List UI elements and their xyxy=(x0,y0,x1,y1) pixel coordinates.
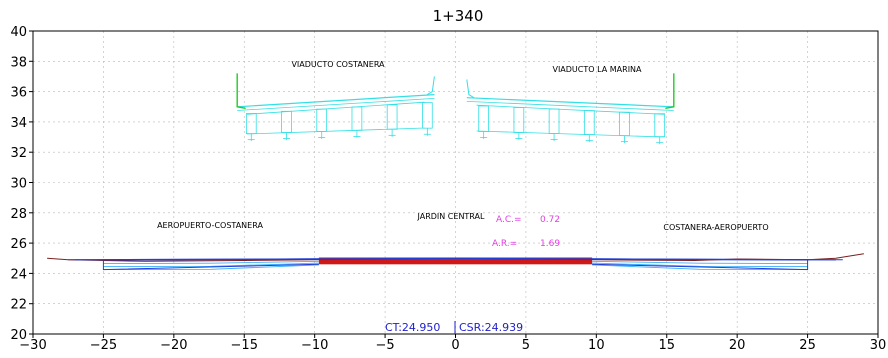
ct-label: CT:24.950 xyxy=(385,321,440,334)
y-tick-label: 28 xyxy=(10,207,27,222)
fill-region xyxy=(318,257,593,265)
ar-label: A.R.= xyxy=(492,239,517,249)
viaduct-girder xyxy=(478,105,489,132)
x-tick-label: −30 xyxy=(19,338,46,353)
grid xyxy=(32,30,879,335)
x-tick-label: −10 xyxy=(301,338,328,353)
viaduct-deck-bottom xyxy=(247,101,425,115)
road-left-label: AEROPUERTO-COSTANERA xyxy=(157,221,263,230)
viaduct-barrier-inner xyxy=(466,79,475,99)
viaduct-deck-top xyxy=(237,94,435,108)
y-tick-label: 20 xyxy=(10,328,27,343)
viaduct-barrier-outer xyxy=(665,73,675,109)
road-right-label: COSTANERA-AEROPUERTO xyxy=(663,223,768,232)
x-tick-label: 25 xyxy=(799,338,816,353)
csr-label: CSR:24.939 xyxy=(459,321,523,334)
y-tick-label: 38 xyxy=(10,55,27,70)
x-tick-label: 5 xyxy=(522,338,530,353)
viaduct-girder xyxy=(386,104,398,130)
y-axis-tick-labels: 20 22 24 26 28 30 32 34 36 38 40 xyxy=(10,25,27,343)
viaduct-girder xyxy=(422,102,433,129)
viaduct-girder xyxy=(351,106,363,131)
viaduct-girder xyxy=(245,113,257,134)
pavement-layer xyxy=(592,260,808,265)
pavement-surface-left xyxy=(75,257,456,261)
viaduct-girder xyxy=(654,113,666,138)
pavement-layer xyxy=(103,262,319,268)
x-tick-label: 20 xyxy=(729,338,746,353)
viaduct-girder xyxy=(619,111,630,137)
x-tick-label: 10 xyxy=(588,338,605,353)
x-tick-label: −15 xyxy=(231,338,258,353)
y-tick-label: 36 xyxy=(10,86,27,101)
x-tick-label: 15 xyxy=(658,338,675,353)
pavement-layer xyxy=(592,262,808,268)
y-tick-label: 22 xyxy=(10,298,27,313)
x-axis-tick-labels: −30 −25 −20 −15 −10 −5 0 5 10 15 20 25 30 xyxy=(19,338,886,353)
pavement-surface-right xyxy=(455,257,836,261)
station-title: 1+340 xyxy=(433,7,484,25)
y-tick-label: 24 xyxy=(10,267,27,282)
y-tick-label: 34 xyxy=(10,116,27,131)
viaduct-deck-slab xyxy=(466,101,674,111)
viaduct-beam-bottom xyxy=(247,127,425,135)
viaduct-deck-bottom xyxy=(476,104,664,115)
viaduct-barrier-outer xyxy=(236,73,246,109)
ac-value: 0.72 xyxy=(540,215,560,225)
ar-value: 1.69 xyxy=(540,239,560,249)
viaduct-deck-slab xyxy=(237,98,435,111)
viaduct-girder xyxy=(548,108,560,134)
y-tick-label: 26 xyxy=(10,237,27,252)
plot-frame xyxy=(29,30,879,338)
y-tick-label: 32 xyxy=(10,146,27,161)
viaduct-girder xyxy=(513,107,525,133)
y-tick-label: 30 xyxy=(10,177,27,192)
viaduct-left-label: VIADUCTO COSTANERA xyxy=(291,60,385,69)
ac-label: A.C.= xyxy=(496,215,522,225)
x-tick-label: −25 xyxy=(90,338,117,353)
median-label: JARDIN CENTRAL xyxy=(417,212,486,221)
x-tick-label: 0 xyxy=(451,338,459,353)
viaduct-beam-bottom xyxy=(476,130,664,138)
pavement-layer xyxy=(103,260,319,265)
viaduct-girder xyxy=(316,108,328,132)
x-tick-label: 30 xyxy=(870,338,887,353)
shoulder-right xyxy=(592,259,843,271)
viaduct-barrier-inner xyxy=(427,76,435,96)
viaduct-right-label: VIADUCTO LA MARINA xyxy=(552,65,642,74)
x-tick-label: −20 xyxy=(160,338,187,353)
section-geometry xyxy=(47,73,864,271)
viaduct-girder xyxy=(583,110,595,135)
viaduct-deck-top xyxy=(466,97,674,108)
y-tick-label: 40 xyxy=(10,25,27,40)
x-tick-label: −5 xyxy=(375,338,394,353)
